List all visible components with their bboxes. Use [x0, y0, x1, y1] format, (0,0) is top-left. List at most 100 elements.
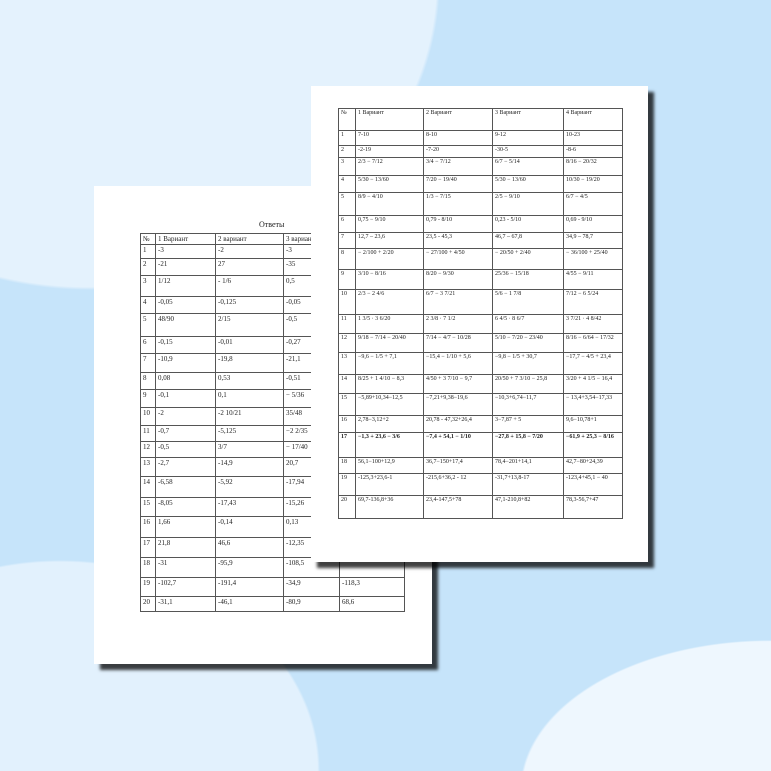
column-header: 4 Вариант [563, 108, 623, 131]
tasks-page: № 1 Вариант 2 Вариант 3 Вариант 4 Вариант 1 7-… [311, 86, 648, 562]
table-row: 19 -125,3+23,6-1 -215,6+36,2 - 12 -31,7+13,… [338, 473, 623, 496]
table-cell: −17,7 − 4/5 + 23,4 [563, 352, 623, 375]
table-cell: -0,7 [155, 425, 216, 442]
row-number: 5 [140, 313, 156, 337]
table-cell: 2,78−3,12+2 [355, 415, 424, 433]
table-cell: 8-10 [423, 130, 493, 146]
table-cell: -2 [155, 407, 216, 426]
table-cell: -31,7+13,8-17 [492, 473, 564, 496]
row-number: 3 [338, 157, 356, 176]
table-cell: −27,8 + 15,8 − 7/20 [492, 432, 564, 458]
table-row: 12 9/18 − 7/14 − 20/40 7/14 − 4/7 − 10/28 5… [338, 333, 623, 353]
table-row: 20 69,7-136,8+36 23,4-147,5+78 47,1-210,8+8… [338, 495, 623, 519]
table-cell: -95,9 [215, 557, 284, 578]
table-row: 10 2/3 − 2 4/6 6/7 − 3 7/21 5/6 − 1 7/8 7/12… [338, 289, 623, 315]
row-number: 19 [338, 473, 356, 496]
table-row: 15 −5,89+10,34−12,5 −7,21+9,38−19,6 −10,3+6… [338, 393, 623, 416]
table-cell: -5,92 [215, 476, 284, 498]
table-row: 11 1 3/5 · 3 6/20 2 3/8 · 7 1/2 6 4/5 · 8 6… [338, 314, 623, 334]
table-cell: -2 [215, 244, 284, 259]
table-cell: 69,7-136,8+36 [355, 495, 424, 519]
row-number: 13 [140, 457, 156, 477]
table-cell: 2/15 [215, 313, 284, 337]
table-cell: 21,8 [155, 537, 216, 558]
table-cell: 12,7 – 23,6 [355, 232, 424, 249]
table-cell: −7,4 + 54,1 − 1/10 [423, 432, 493, 458]
table-cell: 47,1-210,8+82 [492, 495, 564, 519]
table-row: 20 -31,1 -46,1 -80,9 68,6 [140, 596, 405, 612]
table-cell: 20/50 + 7 3/10 − 25,8 [492, 374, 564, 394]
table-row: 18 -31 -95,9 -108,5 [140, 557, 405, 578]
column-header: 2 вариант [215, 233, 284, 245]
row-number: 1 [140, 244, 156, 259]
row-number: 20 [140, 596, 156, 612]
table-row: 8− 2/100 + 2/20− 27/100 + 4/50− 20/50 + … [338, 248, 623, 270]
table-cell: 6/7 − 4/5 [563, 192, 623, 216]
table-cell: -17,43 [215, 497, 284, 517]
table-row: 5 8/9 − 4/10 1/3 − 7/15 2/5 − 9/10 6/7 − 4/5 [338, 192, 623, 216]
table-cell: 2/3 − 2 4/6 [355, 289, 424, 315]
table-row: 3 2/3 − 7/12 3/4 − 7/12 6/7 − 5/14 8/16 − 20… [338, 157, 623, 176]
table-row: 6 0,75 − 9/10 0,79 - 8/10 0,23 - 5/10 0,69 -… [338, 215, 623, 233]
row-number: 11 [140, 425, 156, 442]
table-cell: - 1/6 [215, 275, 284, 297]
table-cell: 2/3 − 7/12 [355, 157, 424, 176]
table-row: 14 8/25 + 1 4/10 − 8,3 4/50 + 3 7/10 − 9,7… [338, 374, 623, 394]
table-cell: 8/25 + 1 4/10 − 8,3 [355, 374, 424, 394]
table-cell: -7-20 [423, 145, 493, 158]
row-number: 16 [338, 415, 356, 433]
table-cell: -2-19 [355, 145, 424, 158]
table-cell: -118,3 [339, 577, 405, 597]
table-cell: − 2/100 + 2/20 [355, 248, 424, 270]
row-number: 7 [140, 353, 156, 373]
row-number: 12 [338, 333, 356, 353]
table-cell: 23,5 - 45,3 [423, 232, 493, 249]
column-header: № [338, 108, 356, 131]
row-number: 6 [140, 336, 156, 354]
table-cell: 0,79 - 8/10 [423, 215, 493, 233]
table-cell: 23,4-147,5+78 [423, 495, 493, 519]
row-number: 15 [140, 497, 156, 517]
row-number: 11 [338, 314, 356, 334]
table-cell: 1 3/5 · 3 6/20 [355, 314, 424, 334]
table-cell: -30-5 [492, 145, 564, 158]
table-row: 13 −9,6 − 1/5 + 7,1 −15,4 − 1/10 + 5,6 −9,8… [338, 352, 623, 375]
table-row: 18 56,1−100+12,9 36,7−150+17,4 78,4−201+14,… [338, 457, 623, 474]
table-cell: -19,8 [215, 353, 284, 373]
table-row: 2 -2-19 -7-20 -30-5 -8-6 [338, 145, 623, 158]
table-row: 19 -102,7 -191,4 -34,9 -118,3 [140, 577, 405, 597]
table-row: 1 7-10 8-10 9-12 10-23 [338, 130, 623, 146]
row-number: 12 [140, 441, 156, 458]
column-header: № [140, 233, 156, 245]
table-row: 4 5/30 − 13/60 7/20 − 19/40 5/30 − 13/60 10/… [338, 175, 623, 193]
table-cell: -215,6+36,2 - 12 [423, 473, 493, 496]
row-number: 14 [140, 476, 156, 498]
table-cell: -0,15 [155, 336, 216, 354]
row-number: 14 [338, 374, 356, 394]
table-cell: 78,3-56,7+47 [563, 495, 623, 519]
table-cell: 27 [215, 258, 284, 276]
table-cell: -34,9 [283, 577, 340, 597]
table-row: 9 3/10 − 8/16 8/20 − 9/30 25/36 − 15/18 4/55… [338, 269, 623, 290]
table-cell: -0,05 [155, 296, 216, 314]
table-cell: 5/30 − 13/60 [492, 175, 564, 193]
table-cell: 46,7 – 67,8 [492, 232, 564, 249]
table-cell: -125,3+23,6-1 [355, 473, 424, 496]
table-cell: -2,7 [155, 457, 216, 477]
table-cell: 2 3/8 · 7 1/2 [423, 314, 493, 334]
table-cell: 8/20 − 9/30 [423, 269, 493, 290]
table-cell: −15,4 − 1/10 + 5,6 [423, 352, 493, 375]
table-cell: -0,5 [155, 441, 216, 458]
table-cell: -123,4+45,1 − 40 [563, 473, 623, 496]
table-cell: -21 [155, 258, 216, 276]
table-cell: -10,9 [155, 353, 216, 373]
table-cell: 46,6 [215, 537, 284, 558]
table-cell: 7/12 − 6 5/24 [563, 289, 623, 315]
table-cell: 7/14 − 4/7 − 10/28 [423, 333, 493, 353]
row-number: 9 [140, 389, 156, 408]
table-cell: 3−7,87 + 5 [492, 415, 564, 433]
table-cell: −1,3 + 23,6 − 3/6 [355, 432, 424, 458]
table-cell: -80,9 [283, 596, 340, 612]
table-cell: -102,7 [155, 577, 216, 597]
table-cell: 48/90 [155, 313, 216, 337]
